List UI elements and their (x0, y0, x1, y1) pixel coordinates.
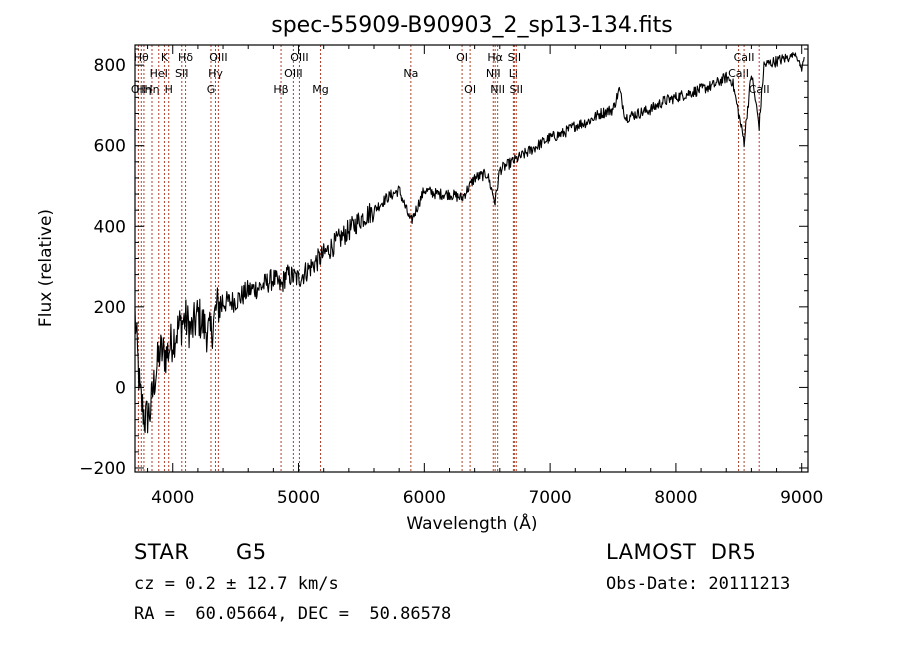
line-marker-label-14: OIII (290, 51, 308, 64)
line-marker-label-20: Hα (487, 51, 503, 64)
y-tick-label: −200 (79, 459, 126, 479)
line-marker-label-11: OIII (209, 51, 227, 64)
line-marker-label-6: H (165, 83, 173, 96)
sky-coordinates: RA = 60.05664, DEC = 50.86578 (134, 604, 452, 624)
line-marker-label-25: CaII (728, 67, 749, 80)
y-tick-label: 400 (94, 217, 126, 237)
line-marker-label-27: CaII (749, 83, 770, 96)
line-marker-label-26: CaII (734, 51, 755, 64)
line-marker-label-5: K (161, 51, 169, 64)
observation-date: Obs-Date: 20111213 (606, 574, 791, 594)
line-marker-label-17: OI (456, 51, 468, 64)
y-axis-label: Flux (relative) (36, 209, 56, 327)
x-tick-label: 5000 (277, 488, 320, 508)
line-marker-label-8: Hδ (178, 51, 193, 64)
y-tick-label: 600 (94, 137, 126, 157)
line-marker-label-9: G (207, 83, 216, 96)
line-marker-label-18: OI (464, 83, 476, 96)
line-marker-label-24: SII (510, 83, 523, 96)
x-tick-label: 6000 (403, 488, 446, 508)
x-tick-label: 7000 (528, 488, 571, 508)
plot-axes: 4000 5000 6000 7000 8000 9000 −200 0 200 400 600 80… (79, 44, 823, 508)
spectral-line-markers: OIIHθHηHηHeIKHSIIHδGHγOIIIHβOIIIOIIIMgNa… (131, 45, 770, 472)
line-marker-label-15: Mg (312, 83, 328, 96)
object-class: STAR (134, 540, 190, 564)
x-tick-label: 9000 (780, 488, 823, 508)
x-axis-label: Wavelength (Å) (406, 512, 537, 534)
line-marker-label-2: Hη (136, 83, 151, 96)
line-marker-label-1: Hθ (134, 51, 149, 64)
plot-frame (134, 44, 809, 473)
chart-title: spec-55909-B90903_2_sp13-134.fits (271, 13, 673, 38)
x-tick-label: 8000 (654, 488, 697, 508)
line-marker-label-23: SII (508, 51, 521, 64)
line-marker-label-13: OIII (284, 67, 302, 80)
line-marker-label-3: Hη (144, 83, 159, 96)
line-marker-label-16: Na (403, 67, 418, 80)
line-marker-label-19: NII (486, 67, 501, 80)
line-marker-label-10: Hγ (208, 67, 223, 80)
object-subclass: G5 (236, 540, 267, 564)
y-tick-label: 0 (115, 378, 126, 398)
line-marker-label-12: Hβ (273, 83, 288, 96)
spectrum-line-0 (134, 52, 805, 434)
x-tick-label: 4000 (151, 488, 194, 508)
y-tick-label: 800 (94, 56, 126, 76)
y-tick-label: 200 (94, 298, 126, 318)
line-marker-label-7: SII (175, 67, 188, 80)
line-marker-label-4: HeI (150, 67, 168, 80)
survey-name: LAMOST DR5 (606, 540, 757, 564)
line-marker-label-21: NII (490, 83, 505, 96)
spectrum-series (134, 52, 805, 434)
line-marker-label-22: Li (509, 67, 518, 80)
redshift-readout: cz = 0.2 ± 12.7 km/s (134, 574, 339, 594)
